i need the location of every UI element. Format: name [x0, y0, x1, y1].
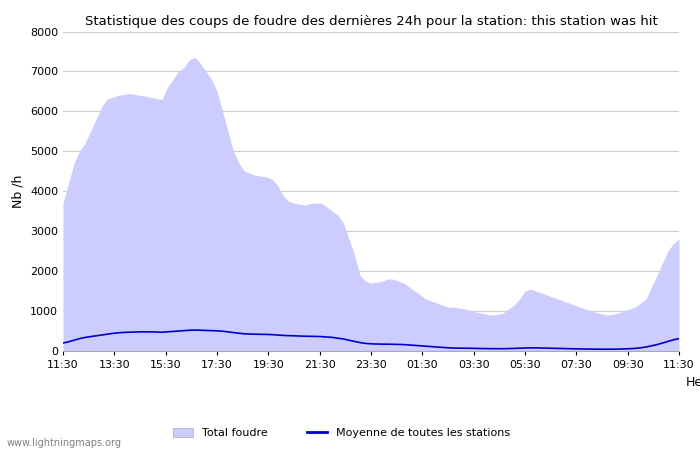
- Text: Heure: Heure: [686, 376, 700, 389]
- Title: Statistique des coups de foudre des dernières 24h pour la station: this station : Statistique des coups de foudre des dern…: [85, 14, 657, 27]
- Y-axis label: Nb /h: Nb /h: [11, 175, 25, 208]
- Text: www.lightningmaps.org: www.lightningmaps.org: [7, 438, 122, 448]
